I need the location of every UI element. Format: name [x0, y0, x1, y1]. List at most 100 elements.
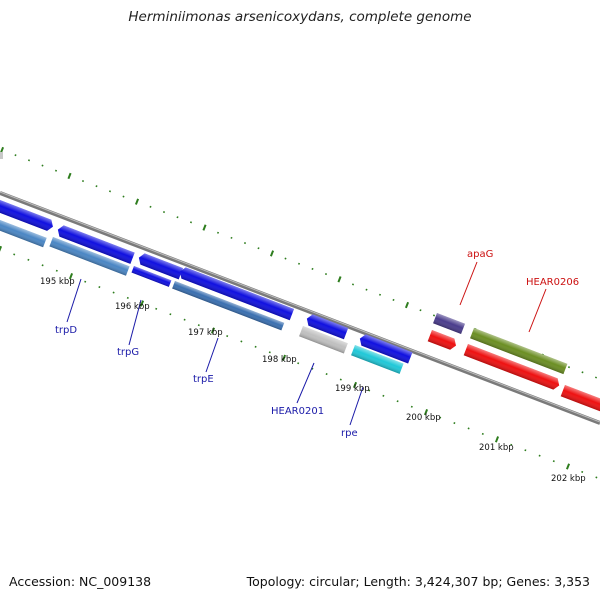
minor-tick — [453, 422, 456, 425]
minor-tick — [112, 291, 115, 294]
minor-tick — [216, 231, 220, 234]
minor-tick — [183, 318, 186, 321]
scale-label: 197 kbp — [188, 328, 223, 338]
minor-tick — [325, 373, 328, 376]
gene-feature-cyan[interactable] — [351, 345, 404, 374]
scale-label: 199 kbp — [335, 384, 370, 394]
minor-tick — [439, 416, 442, 419]
gene-feature-trpG[interactable] — [137, 252, 184, 280]
gene-label-trpD[interactable]: trpD — [55, 325, 77, 336]
minor-tick — [230, 236, 233, 239]
gene-label-HEAR0206[interactable]: HEAR0206 — [526, 277, 579, 288]
minor-tick — [378, 293, 382, 296]
minor-tick — [95, 185, 98, 188]
major-tick — [269, 250, 275, 257]
minor-tick — [243, 242, 247, 245]
minor-tick — [254, 345, 257, 348]
map-title: Herminiimonas arsenicoxydans, complete g… — [128, 9, 472, 25]
gene-label-trpE[interactable]: trpE — [193, 374, 214, 385]
minor-tick — [382, 394, 385, 397]
minor-tick — [481, 432, 484, 435]
gene-feature-steelblue[interactable] — [131, 266, 172, 287]
minor-tick — [419, 309, 422, 312]
scale-label: 198 kbp — [262, 355, 297, 365]
major-tick — [565, 463, 571, 470]
minor-tick — [27, 159, 31, 162]
minor-tick — [297, 262, 301, 265]
minor-tick — [268, 351, 271, 354]
minor-tick — [55, 269, 58, 272]
minor-tick — [226, 335, 229, 338]
gene-labels: trpD trpG trpE HEAR0201 rpe apaG HEAR020… — [55, 249, 579, 439]
gene-feature-HEAR0201[interactable] — [305, 313, 349, 340]
minor-tick — [351, 283, 355, 286]
minor-tick — [14, 154, 17, 157]
minor-tick — [257, 247, 260, 250]
minor-tick — [595, 476, 598, 479]
minor-tick — [162, 211, 166, 214]
minor-tick — [410, 405, 413, 408]
major-tick — [404, 301, 410, 309]
minor-tick — [240, 340, 243, 343]
gene-feature-rpe[interactable] — [358, 333, 413, 364]
minor-tick — [108, 190, 112, 193]
minor-tick — [311, 367, 314, 370]
minor-tick — [41, 164, 44, 167]
accession-text: Accession: NC_009138 — [9, 574, 152, 589]
topology-text: Topology: circular; Length: 3,424,307 bp… — [246, 574, 590, 589]
minor-tick — [324, 273, 328, 276]
major-tick — [68, 273, 74, 280]
gene-feature-red[interactable] — [463, 344, 562, 391]
major-tick — [134, 198, 140, 205]
minor-tick — [581, 371, 584, 374]
gene-feature-red[interactable] — [427, 330, 458, 351]
scale-label: 201 kbp — [479, 443, 514, 453]
major-tick — [281, 354, 287, 361]
minor-tick — [581, 470, 584, 473]
gene-features — [0, 200, 600, 418]
minor-tick — [396, 400, 399, 403]
gene-feature-steelblue[interactable] — [49, 237, 130, 276]
minor-tick — [339, 378, 342, 381]
gene-label-apaG[interactable]: apaG — [467, 249, 493, 260]
minor-tick — [552, 460, 555, 463]
gene-label-HEAR0201[interactable]: HEAR0201 — [271, 406, 324, 417]
major-tick — [67, 172, 72, 180]
minor-tick — [122, 195, 125, 198]
gene-feature-HEAR0206[interactable] — [470, 328, 568, 375]
gene-feature-blue[interactable] — [0, 200, 55, 232]
minor-tick — [538, 454, 541, 457]
scale-labels: 195 kbp 196 kbp 197 kbp 198 kbp 199 kbp … — [40, 277, 586, 484]
gene-feature-apaG[interactable] — [433, 313, 466, 335]
major-tick — [352, 381, 358, 389]
minor-tick — [149, 205, 152, 208]
major-tick — [337, 276, 342, 283]
gene-feature-steelblue[interactable] — [172, 281, 285, 331]
label-leader-lines — [66, 261, 547, 426]
minor-tick — [368, 389, 371, 392]
major-tick — [423, 409, 429, 416]
minor-tick — [41, 264, 44, 267]
major-tick — [202, 224, 207, 231]
minor-tick — [467, 427, 470, 430]
major-tick — [0, 146, 5, 154]
genome-backbone — [0, 191, 600, 425]
minor-tick — [155, 307, 158, 310]
inner-tick-ring — [0, 245, 598, 479]
minor-tick — [98, 286, 101, 289]
gene-feature-trpE[interactable] — [178, 266, 295, 321]
gene-feature-trpD[interactable] — [56, 224, 135, 264]
gene-label-trpG[interactable]: trpG — [117, 347, 139, 358]
gene-label-rpe[interactable]: rpe — [341, 428, 358, 439]
minor-tick — [567, 366, 571, 369]
minor-tick — [594, 376, 598, 379]
scale-label: 200 kbp — [406, 413, 441, 423]
gene-feature-red[interactable] — [560, 385, 600, 418]
gene-feature-steelblue[interactable] — [0, 220, 47, 248]
major-tick — [0, 245, 3, 252]
scale-label: 196 kbp — [115, 302, 150, 312]
gene-feature-gray[interactable] — [299, 326, 348, 354]
minor-tick — [126, 296, 129, 299]
